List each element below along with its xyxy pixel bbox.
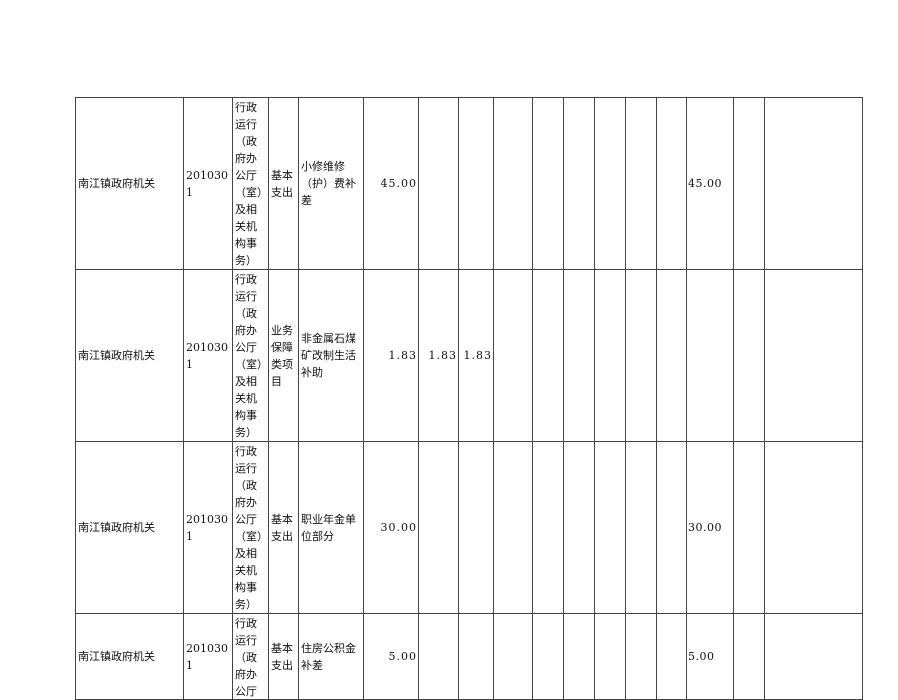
empty-cell [532,613,564,700]
type-cell: 基本支出 [268,613,299,700]
amount-cell: 5.00 [686,613,734,700]
table-row: 南江镇政府机关2010301行政运行（政府办公厅（室）及相关机构事务）基本支出住… [75,613,863,700]
empty-cell [764,269,863,442]
total-cell: 30.00 [363,441,419,614]
code-cell: 2010301 [183,441,233,614]
empty-cell [764,97,863,270]
function-cell: 行政运行（政府办公厅（室）及相关机构事务） [232,97,269,270]
empty-cell [625,441,657,614]
item-cell: 职业年金单位部分 [298,441,364,614]
table-row: 南江镇政府机关 2010301 行政运行（政府办公厅（室）及相关机构事务） 基本支出职… [75,441,863,614]
amount-cell [686,269,734,442]
code-cell: 2010301 [183,613,233,700]
function-cell: 行政运行（政府办公厅（室）及相关机构事务） [232,269,269,442]
amount-cell [418,613,459,700]
amount-cell [458,441,494,614]
empty-cell [656,613,687,700]
code-cell: 2010301 [183,97,233,270]
total-cell: 1.83 [363,269,419,442]
empty-cell [594,613,626,700]
type-cell: 基本支出 [268,441,299,614]
empty-cell [764,613,863,700]
table-row: 南江镇政府机关 2010301 行政运行（政府办公厅（室）及相关机构事务） 业务保障类… [75,269,863,442]
budget-table: 南江镇政府机关 2010301 行政运行（政府办公厅（室）及相关机构事务） 基本支出小… [75,97,863,700]
empty-cell [493,97,533,270]
amount-cell [458,97,494,270]
unit-cell: 南江镇政府机关 [75,97,184,270]
item-cell: 小修维修（护）费补差 [298,97,364,270]
item-cell: 住房公积金补差 [298,613,364,700]
empty-cell [594,441,626,614]
code-cell: 2010301 [183,269,233,442]
empty-cell [493,269,533,442]
empty-cell [532,269,564,442]
type-cell: 基本支出 [268,97,299,270]
empty-cell [563,97,595,270]
item-cell: 非金属石煤矿改制生活补助 [298,269,364,442]
empty-cell [764,441,863,614]
empty-cell [625,269,657,442]
empty-cell [563,441,595,614]
empty-cell [733,441,765,614]
empty-cell [594,269,626,442]
amount-cell: 30.00 [686,441,734,614]
amount-cell: 1.83 [418,269,459,442]
empty-cell [733,97,765,270]
empty-cell [493,613,533,700]
empty-cell [656,97,687,270]
unit-cell: 南江镇政府机关 [75,613,184,700]
amount-cell [458,613,494,700]
total-cell: 45.00 [363,97,419,270]
table-row: 南江镇政府机关 2010301 行政运行（政府办公厅（室）及相关机构事务） 基本支出小… [75,97,863,270]
unit-cell: 南江镇政府机关 [75,441,184,614]
amount-cell [418,97,459,270]
empty-cell [733,269,765,442]
empty-cell [656,441,687,614]
amount-cell: 1.83 [458,269,494,442]
unit-cell: 南江镇政府机关 [75,269,184,442]
empty-cell [493,441,533,614]
empty-cell [594,97,626,270]
empty-cell [563,613,595,700]
empty-cell [532,97,564,270]
empty-cell [733,613,765,700]
function-cell: 行政运行（政府办公厅（室）及相关机构事务） [232,441,269,614]
amount-cell [418,441,459,614]
type-cell: 业务保障类项目 [268,269,299,442]
function-cell: 行政运行（政府办公厅（室）及相关机构事务） [232,613,269,700]
amount-cell: 45.00 [686,97,734,270]
total-cell: 5.00 [363,613,419,700]
empty-cell [532,441,564,614]
empty-cell [625,97,657,270]
empty-cell [625,613,657,700]
empty-cell [563,269,595,442]
empty-cell [656,269,687,442]
